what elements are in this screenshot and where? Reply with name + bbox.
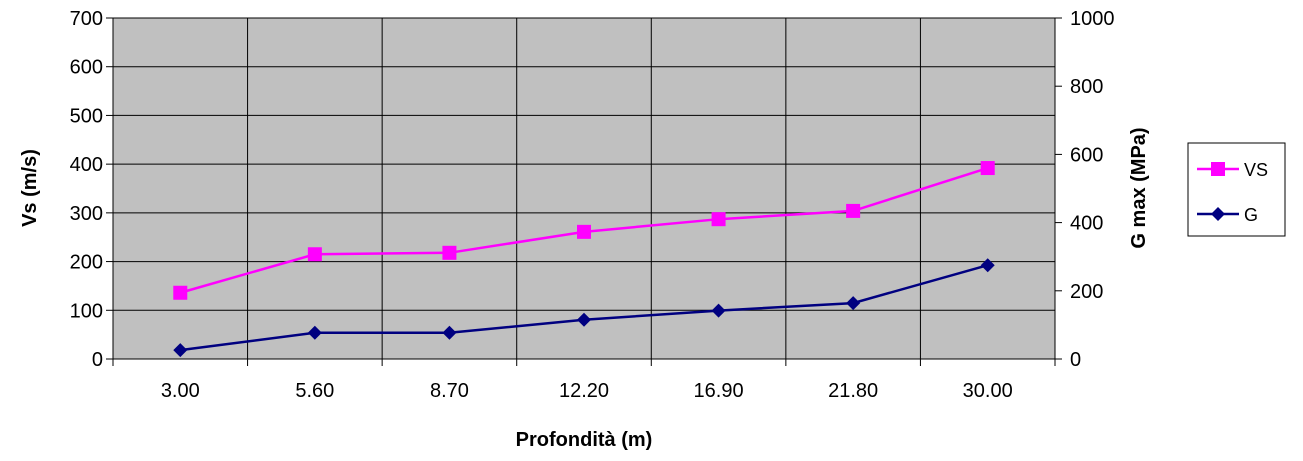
data-point-vs <box>173 285 188 300</box>
y2-tick-label: 800 <box>1070 76 1103 98</box>
legend-label-g: G <box>1244 205 1258 225</box>
data-point-vs <box>711 212 726 227</box>
data-point-g <box>173 343 188 358</box>
y2-tick-label: 400 <box>1070 213 1103 235</box>
legend-marker-vs <box>1211 162 1225 176</box>
y-tick-label: 0 <box>92 349 103 371</box>
axes <box>106 17 1062 366</box>
y-tick-label: 200 <box>70 252 103 274</box>
x-tick-label: 30.00 <box>963 380 1013 402</box>
legend-marker-g <box>1211 207 1225 221</box>
y2-axis-title: G max (MPa) <box>1128 127 1150 248</box>
x-axis-title: Profondità (m) <box>516 429 653 451</box>
grid-lines <box>113 18 1055 359</box>
data-point-vs <box>980 161 995 176</box>
x-tick-label: 12.20 <box>559 380 609 402</box>
data-point-g <box>442 325 457 340</box>
y2-tick-label: 1000 <box>1070 8 1115 30</box>
data-point-vs <box>846 203 861 218</box>
data-point-g <box>307 325 322 340</box>
y-axis-title: Vs (m/s) <box>19 149 41 227</box>
y2-tick-label: 200 <box>1070 281 1103 303</box>
legend-box <box>1187 142 1286 237</box>
data-point-vs <box>442 245 457 260</box>
data-point-g <box>711 303 726 318</box>
y2-tick-label: 0 <box>1070 349 1081 371</box>
y-tick-label: 400 <box>70 154 103 176</box>
x-tick-label: 5.60 <box>295 380 334 402</box>
data-point-vs <box>307 247 322 262</box>
y-tick-label: 100 <box>70 300 103 322</box>
y-tick-label: 700 <box>70 8 103 30</box>
y-tick-label: 600 <box>70 57 103 79</box>
series <box>173 161 995 358</box>
x-tick-label: 16.90 <box>694 380 744 402</box>
data-point-vs <box>577 224 591 239</box>
data-point-g <box>577 312 591 327</box>
y2-tick-label: 600 <box>1070 144 1103 166</box>
plot-area <box>112 17 1056 360</box>
data-point-g <box>846 296 861 311</box>
legend-label-vs: VS <box>1244 160 1268 180</box>
x-tick-label: 21.80 <box>828 380 878 402</box>
x-tick-label: 3.00 <box>161 380 200 402</box>
legend: VS G <box>1187 142 1286 237</box>
data-point-g <box>980 258 995 273</box>
y-tick-label: 300 <box>70 203 103 225</box>
y-tick-label: 500 <box>70 105 103 127</box>
tick-labels: 0 100 200 300 400 500 600 700 3.00 5.60 8.70 12.20 1… <box>70 8 1115 402</box>
x-tick-label: 8.70 <box>430 380 469 402</box>
